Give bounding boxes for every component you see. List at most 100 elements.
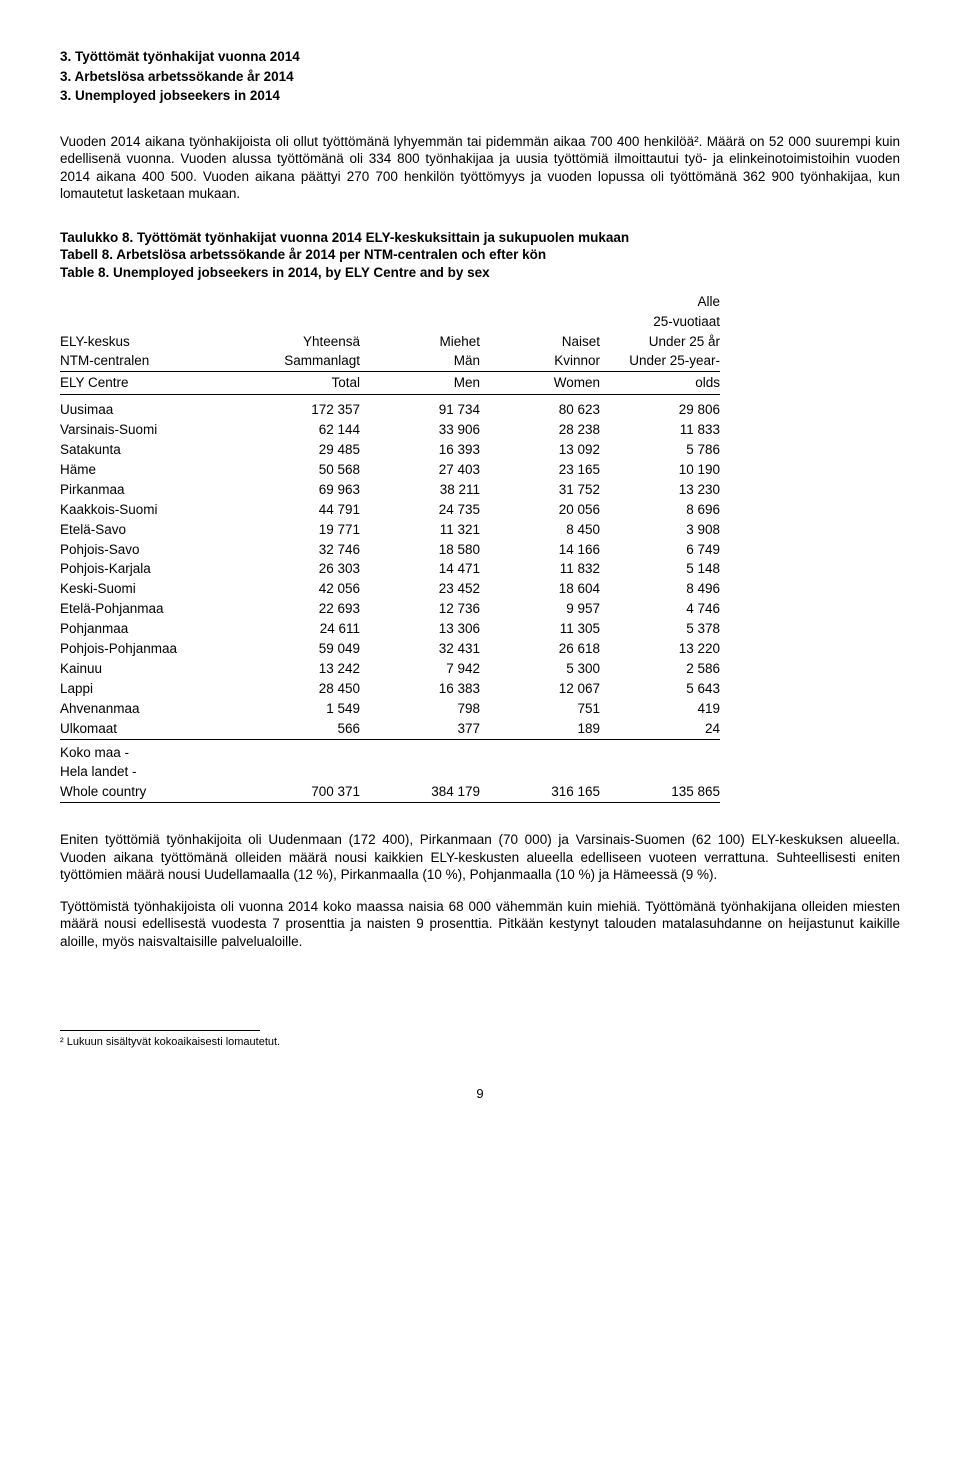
row-label: Pirkanmaa bbox=[60, 480, 240, 500]
row-men: 7 942 bbox=[360, 659, 480, 679]
table-title-sv: Tabell 8. Arbetslösa arbetssökande år 20… bbox=[60, 246, 900, 264]
row-label: Keski-Suomi bbox=[60, 579, 240, 599]
sum-men: 384 179 bbox=[360, 782, 480, 802]
row-u25: 4 746 bbox=[600, 599, 720, 619]
row-women: 8 450 bbox=[480, 519, 600, 539]
sum-label-fi: Koko maa - bbox=[60, 739, 240, 762]
row-men: 32 431 bbox=[360, 639, 480, 659]
row-total: 26 303 bbox=[240, 559, 360, 579]
heading-sv: 3. Arbetslösa arbetssökande år 2014 bbox=[60, 68, 900, 86]
col-head-u25-3: Under 25 år bbox=[600, 331, 720, 351]
row-women: 189 bbox=[480, 719, 600, 739]
row-u25: 24 bbox=[600, 719, 720, 739]
page-number: 9 bbox=[60, 1086, 900, 1103]
row-women: 23 165 bbox=[480, 460, 600, 480]
sum-row: Koko maa - bbox=[60, 739, 720, 762]
table-row: Kainuu13 2427 9425 3002 586 bbox=[60, 659, 720, 679]
table-row: Keski-Suomi42 05623 45218 6048 496 bbox=[60, 579, 720, 599]
row-label: Häme bbox=[60, 460, 240, 480]
row-u25: 13 220 bbox=[600, 639, 720, 659]
row-label: Pohjanmaa bbox=[60, 619, 240, 639]
row-u25: 2 586 bbox=[600, 659, 720, 679]
sum-row: Whole country700 371384 179316 165135 86… bbox=[60, 782, 720, 802]
row-total: 13 242 bbox=[240, 659, 360, 679]
col-head-men-fi: Miehet bbox=[360, 331, 480, 351]
sum-women: 316 165 bbox=[480, 782, 600, 802]
row-label: Satakunta bbox=[60, 440, 240, 460]
table-row: Pohjois-Karjala26 30314 47111 8325 148 bbox=[60, 559, 720, 579]
row-women: 11 832 bbox=[480, 559, 600, 579]
row-u25: 29 806 bbox=[600, 395, 720, 420]
row-women: 9 957 bbox=[480, 599, 600, 619]
row-u25: 6 749 bbox=[600, 539, 720, 559]
row-u25: 3 908 bbox=[600, 519, 720, 539]
table-row: Pirkanmaa69 96338 21131 75213 230 bbox=[60, 480, 720, 500]
row-u25: 13 230 bbox=[600, 480, 720, 500]
row-women: 80 623 bbox=[480, 395, 600, 420]
row-u25: 11 833 bbox=[600, 420, 720, 440]
row-total: 28 450 bbox=[240, 679, 360, 699]
row-label: Lappi bbox=[60, 679, 240, 699]
sum-u25: 135 865 bbox=[600, 782, 720, 802]
row-total: 32 746 bbox=[240, 539, 360, 559]
row-men: 18 580 bbox=[360, 539, 480, 559]
table-row: Ulkomaat56637718924 bbox=[60, 719, 720, 739]
footnote-rule bbox=[60, 1030, 260, 1031]
row-women: 11 305 bbox=[480, 619, 600, 639]
row-total: 42 056 bbox=[240, 579, 360, 599]
col-head-men-sv: Män bbox=[360, 351, 480, 371]
row-women: 18 604 bbox=[480, 579, 600, 599]
row-men: 38 211 bbox=[360, 480, 480, 500]
table-row: Häme50 56827 40323 16510 190 bbox=[60, 460, 720, 480]
row-women: 26 618 bbox=[480, 639, 600, 659]
row-men: 91 734 bbox=[360, 395, 480, 420]
table-row: Etelä-Pohjanmaa22 69312 7369 9574 746 bbox=[60, 599, 720, 619]
row-u25: 5 643 bbox=[600, 679, 720, 699]
intro-paragraph: Vuoden 2014 aikana työnhakijoista oli ol… bbox=[60, 133, 900, 203]
row-label: Ulkomaat bbox=[60, 719, 240, 739]
row-women: 12 067 bbox=[480, 679, 600, 699]
row-men: 377 bbox=[360, 719, 480, 739]
table-row: Varsinais-Suomi62 14433 90628 23811 833 bbox=[60, 420, 720, 440]
row-total: 22 693 bbox=[240, 599, 360, 619]
col-head-women-en: Women bbox=[480, 373, 600, 393]
row-women: 14 166 bbox=[480, 539, 600, 559]
sum-row: Hela landet - bbox=[60, 762, 720, 782]
table-row: Kaakkois-Suomi44 79124 73520 0568 696 bbox=[60, 500, 720, 520]
heading-fi: 3. Työttömät työnhakijat vuonna 2014 bbox=[60, 48, 900, 66]
row-men: 33 906 bbox=[360, 420, 480, 440]
table-row: Ahvenanmaa1 549798751419 bbox=[60, 699, 720, 719]
table-row: Etelä-Savo19 77111 3218 4503 908 bbox=[60, 519, 720, 539]
col-head-u25-2: 25-vuotiaat bbox=[600, 311, 720, 331]
table-row: Pohjanmaa24 61113 30611 3055 378 bbox=[60, 619, 720, 639]
heading-en: 3. Unemployed jobseekers in 2014 bbox=[60, 87, 900, 105]
row-men: 16 383 bbox=[360, 679, 480, 699]
row-men: 27 403 bbox=[360, 460, 480, 480]
table-row: Pohjois-Pohjanmaa59 04932 43126 61813 22… bbox=[60, 639, 720, 659]
col-head-total-sv: Sammanlagt bbox=[240, 351, 360, 371]
col-head-region-sv: NTM-centralen bbox=[60, 351, 240, 371]
row-label: Pohjois-Pohjanmaa bbox=[60, 639, 240, 659]
row-u25: 419 bbox=[600, 699, 720, 719]
row-total: 24 611 bbox=[240, 619, 360, 639]
row-label: Varsinais-Suomi bbox=[60, 420, 240, 440]
row-u25: 8 696 bbox=[600, 500, 720, 520]
table-row: Pohjois-Savo32 74618 58014 1666 749 bbox=[60, 539, 720, 559]
row-u25: 5 148 bbox=[600, 559, 720, 579]
row-men: 798 bbox=[360, 699, 480, 719]
row-women: 31 752 bbox=[480, 480, 600, 500]
row-women: 751 bbox=[480, 699, 600, 719]
row-total: 1 549 bbox=[240, 699, 360, 719]
row-label: Uusimaa bbox=[60, 395, 240, 420]
paragraph-1: Eniten työttömiä työnhakijoita oli Uuden… bbox=[60, 831, 900, 884]
row-u25: 10 190 bbox=[600, 460, 720, 480]
row-label: Etelä-Pohjanmaa bbox=[60, 599, 240, 619]
col-head-women-fi: Naiset bbox=[480, 331, 600, 351]
row-total: 19 771 bbox=[240, 519, 360, 539]
section-headings: 3. Työttömät työnhakijat vuonna 2014 3. … bbox=[60, 48, 900, 105]
row-men: 13 306 bbox=[360, 619, 480, 639]
col-head-total-fi: Yhteensä bbox=[240, 331, 360, 351]
row-total: 566 bbox=[240, 719, 360, 739]
data-table: Alle 25-vuotiaat ELY-keskus Yhteensä Mie… bbox=[60, 291, 720, 803]
row-label: Etelä-Savo bbox=[60, 519, 240, 539]
